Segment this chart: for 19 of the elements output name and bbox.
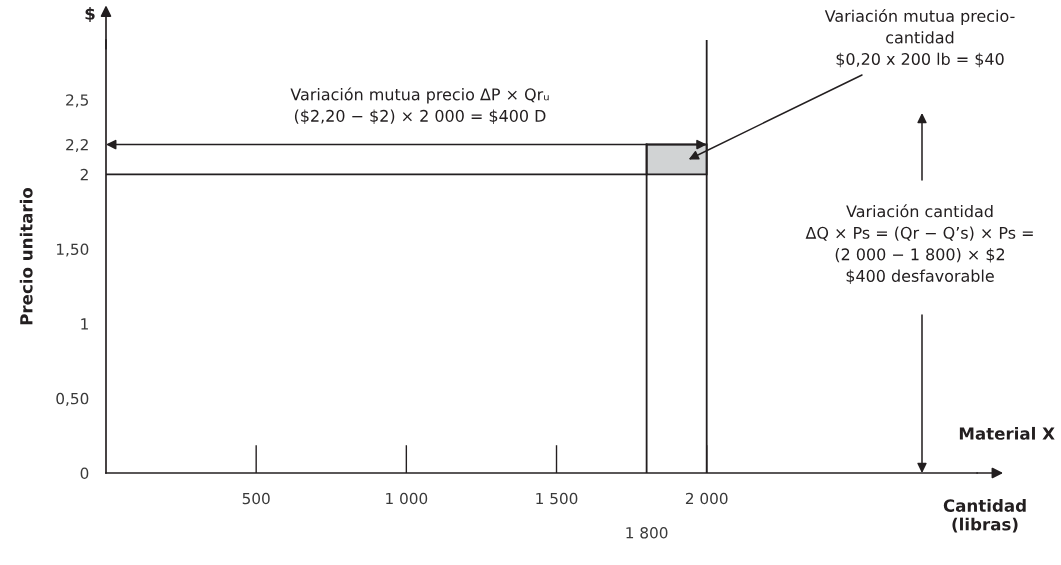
y-tick-label: 1 xyxy=(81,318,88,330)
y-tick-label: 2,2 xyxy=(66,138,88,153)
annotation: Variación cantidad ΔQ × Ps = (Qr − Q’s) × Ps = (2 000 − 1 800) × $2 $400 desfavorable xyxy=(805,204,1033,285)
x-tick-label: 1 000 xyxy=(386,492,428,505)
x-tick-label: 500 xyxy=(242,492,270,505)
y-tick-label: 0 xyxy=(80,467,89,480)
y-tick-label: 2 xyxy=(80,168,88,181)
x-axis-title: Cantidad (libras) xyxy=(943,498,1026,533)
y-axis-title: Precio unitario xyxy=(19,187,33,325)
y-tick-label: 0,50 xyxy=(56,392,89,406)
x-tick-label: 2 000 xyxy=(685,492,728,505)
annotation: Variación mutua precio- cantidad $0,20 x 200 lb = $40 xyxy=(824,9,1015,68)
x-tick-label: 1 500 xyxy=(536,492,578,505)
text: 1 800 xyxy=(626,526,668,539)
text: $ xyxy=(85,6,95,23)
y-tick-label: 1,50 xyxy=(56,243,89,257)
annotation: Variación mutua precio ΔP × Qrᵤ ($2,20 − $2) × 2 000 = $400 D xyxy=(290,87,549,125)
annotation: Material X xyxy=(959,426,1055,440)
y-tick-label: 2,5 xyxy=(66,94,88,108)
